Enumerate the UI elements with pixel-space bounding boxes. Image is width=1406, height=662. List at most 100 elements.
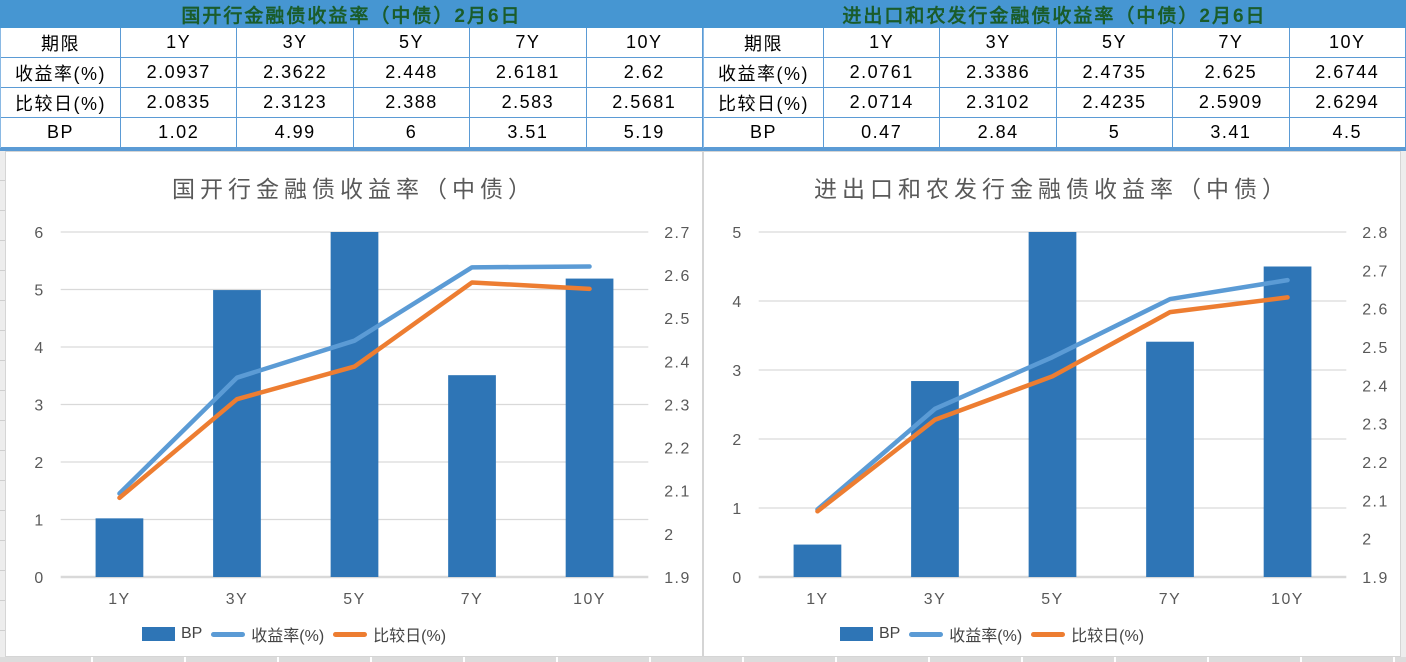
value-cell[interactable]: 3Y [940,28,1057,58]
tables-section: 国开行金融债收益率（中债）2月6日 期限 1Y 3Y 5Y 7Y 10Y 收益率(%) 2.0… [0,0,1406,151]
value-cell[interactable]: 2.6181 [470,58,587,88]
left-axis-tick-label: 2 [732,432,742,449]
x-axis-category-label: 3Y [924,591,946,608]
value-cell[interactable]: 4.99 [237,118,354,148]
value-cell[interactable]: 2.5681 [586,88,703,118]
value-cell[interactable]: 2.3622 [237,58,354,88]
row-label-cell[interactable]: 期限 [704,28,824,58]
x-axis-category-label: 10Y [1271,591,1304,608]
value-cell[interactable]: 2.5909 [1173,88,1290,118]
right-axis-tick-label: 2.5 [1362,340,1389,357]
right-axis-tick-label: 2.2 [664,441,691,458]
legend-item-bp: BP [141,625,203,643]
value-cell[interactable]: 7Y [470,28,587,58]
bp-bar [213,290,261,577]
bp-bar [565,278,614,577]
value-cell[interactable]: 2.3123 [237,88,354,118]
value-cell[interactable]: 4.5 [1289,118,1406,148]
legend-item-yield: 收益率(%) [211,622,324,646]
cdb-yield-chart[interactable]: 国开行金融债收益率（中债） BP 收益率(%) 比较日(%) 0 1 2 3 4 5 6 1.9 2… [5,151,703,657]
bar-swatch-icon [839,627,873,641]
bp-bar [448,375,496,577]
right-axis-tick-label: 2.1 [1362,493,1389,510]
row-label-cell[interactable]: 比较日(%) [1,88,121,118]
chart-legend: BP 收益率(%) 比较日(%) [0,622,642,646]
right-axis-tick-label: 2.7 [664,225,691,242]
x-axis-category-label: 3Y [226,591,248,608]
value-cell[interactable]: 10Y [1289,28,1406,58]
x-axis-category-label: 7Y [1159,591,1181,608]
table-grid: 期限 1Y 3Y 5Y 7Y 10Y 收益率(%) 2.0761 2.3386 2.4735 2.6… [703,28,1406,148]
row-label-cell[interactable]: 收益率(%) [704,58,824,88]
left-axis-tick-label: 6 [34,225,44,242]
value-cell[interactable]: 3Y [237,28,354,58]
legend-label: BP [878,625,901,642]
value-cell[interactable]: 5.19 [586,118,703,148]
value-cell[interactable]: 2.0835 [121,88,238,118]
value-cell[interactable]: 3.51 [470,118,587,148]
legend-label: 比较日(%) [373,628,447,645]
yield-line [117,264,592,496]
yield-line [815,277,1290,512]
compare-line [117,280,592,501]
value-cell[interactable]: 2.583 [470,88,587,118]
value-cell[interactable]: 0.47 [824,118,941,148]
left-axis-tick-label: 3 [34,397,44,414]
value-cell[interactable]: 2.388 [353,88,471,118]
value-cell[interactable]: 2.3102 [940,88,1057,118]
right-axis-tick-label: 2.5 [664,311,691,328]
value-cell[interactable]: 2.62 [586,58,703,88]
table-title: 国开行金融债收益率（中债）2月6日 [0,0,703,28]
legend-label: BP [180,625,203,642]
chart-title: 进出口和农发行金融债收益率（中债） [814,177,1290,202]
right-axis-tick-label: 2 [1362,532,1372,549]
sheet-right-edge-strip [1401,151,1406,657]
value-cell[interactable]: 1Y [824,28,941,58]
value-cell[interactable]: 2.4235 [1056,88,1174,118]
value-cell[interactable]: 10Y [586,28,703,58]
row-label-cell[interactable]: 收益率(%) [1,58,121,88]
left-axis-tick-label: 5 [732,225,742,242]
value-cell[interactable]: 2.84 [940,118,1057,148]
row-label-cell[interactable]: BP [704,118,824,148]
line-swatch-icon [909,631,944,637]
row-label-cell[interactable]: 比较日(%) [704,88,824,118]
right-axis-tick-label: 2.6 [1362,302,1389,319]
right-axis-tick-label: 2.2 [1362,455,1389,472]
left-axis-tick-label: 1 [732,501,742,518]
left-axis-tick-label: 5 [34,282,44,299]
chart-canvas: 0 1 2 3 4 5 1.9 2 2.1 2.2 2.3 2.4 2.5 2.6 2.7 2.8 1Y 3Y 5Y… [732,225,1389,608]
exim-adbc-yield-chart[interactable]: 进出口和农发行金融债收益率（中债） BP 收益率(%) 比较日(%) 0 1 2 3 4 5 1… [703,151,1401,657]
value-cell[interactable]: 1Y [121,28,238,58]
chart-canvas: 0 1 2 3 4 5 6 1.9 2 2.1 2.2 2.3 2.4 2.5 2.6 2.7 1Y 3Y 5Y 7Y… [34,225,691,608]
right-axis-tick-label: 2.8 [1362,225,1389,242]
value-cell[interactable]: 2.3386 [940,58,1057,88]
value-cell[interactable]: 2.625 [1173,58,1290,88]
row-label-cell[interactable]: 期限 [1,28,121,58]
value-cell[interactable]: 2.6744 [1289,58,1406,88]
value-cell[interactable]: 2.448 [353,58,471,88]
compare-line [815,295,1290,514]
row-label-cell[interactable]: BP [1,118,121,148]
sheet-bottom-row-strip [0,657,1406,662]
value-cell[interactable]: 6 [353,118,471,148]
right-axis-tick-label: 2.7 [1362,263,1389,280]
value-cell[interactable]: 5Y [1056,28,1174,58]
value-cell[interactable]: 2.0937 [121,58,238,88]
left-axis-tick-label: 4 [732,294,742,311]
value-cell[interactable]: 3.41 [1173,118,1290,148]
x-axis-category-label: 5Y [343,591,365,608]
value-cell[interactable]: 2.0761 [824,58,941,88]
value-cell[interactable]: 5 [1056,118,1174,148]
value-cell[interactable]: 1.02 [121,118,238,148]
right-axis-tick-label: 2.1 [664,484,691,501]
value-cell[interactable]: 5Y [353,28,471,58]
x-axis-category-label: 1Y [108,591,130,608]
value-cell[interactable]: 2.4735 [1056,58,1174,88]
x-axis-category-label: 1Y [806,591,828,608]
left-axis-tick-label: 0 [732,570,742,587]
value-cell[interactable]: 2.6294 [1289,88,1406,118]
value-cell[interactable]: 7Y [1173,28,1290,58]
value-cell[interactable]: 2.0714 [824,88,941,118]
